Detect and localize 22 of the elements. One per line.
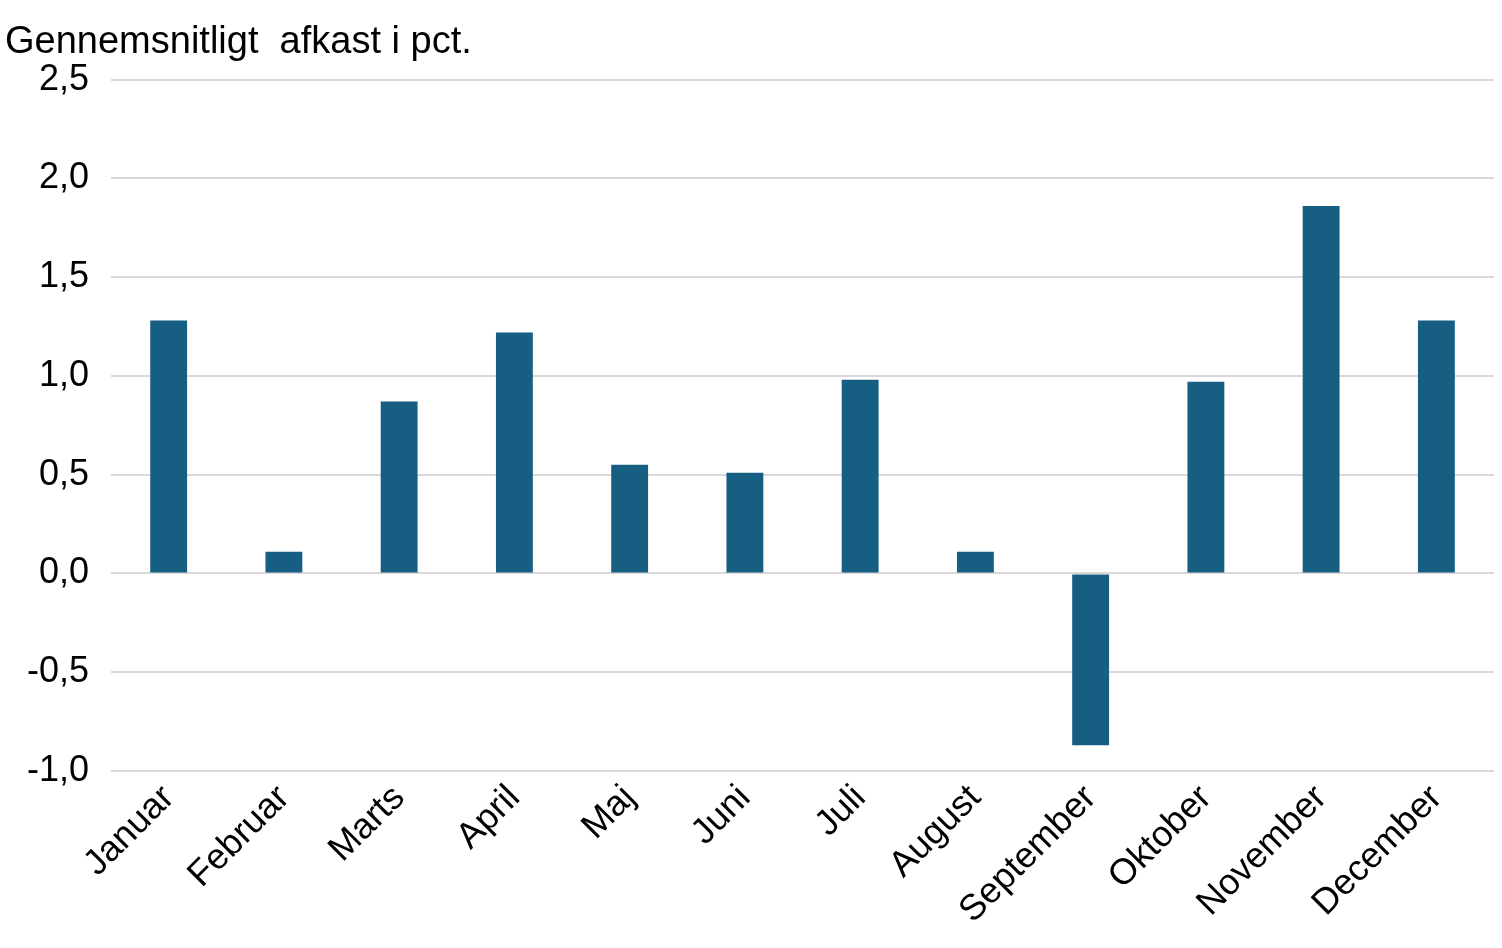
bar: [956, 551, 994, 573]
y-tick-label: 0,0: [38, 550, 90, 592]
bar: [1417, 320, 1455, 573]
x-tick-label: Maj: [572, 775, 643, 846]
y-tick-label: 1,0: [38, 352, 90, 394]
y-tick-label: 0,5: [38, 451, 90, 493]
bar: [841, 379, 879, 573]
bar: [611, 464, 649, 573]
bar: [726, 472, 764, 573]
bar: [150, 320, 188, 573]
x-tick-label: Juni: [681, 775, 758, 852]
y-tick-label: -0,5: [26, 649, 90, 691]
y-tick-label: 2,0: [38, 155, 90, 197]
bar: [1187, 381, 1225, 573]
x-tick-label: Juli: [805, 775, 873, 844]
bar: [1072, 574, 1110, 746]
y-tick-label: -1,0: [26, 747, 90, 789]
bar: [380, 401, 418, 573]
bar: [1302, 206, 1340, 573]
bar: [265, 551, 303, 573]
bar: [495, 332, 533, 573]
y-tick-label: 1,5: [38, 254, 90, 296]
